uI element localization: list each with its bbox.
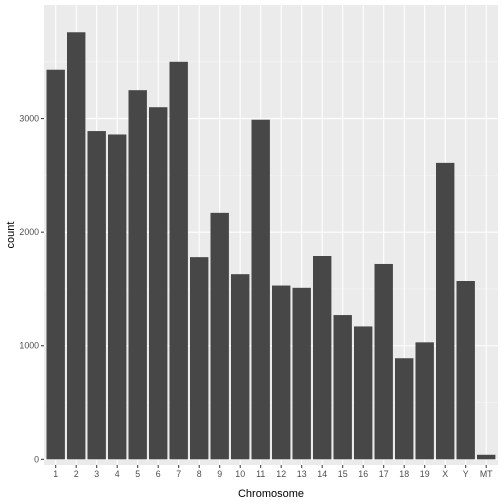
bar	[190, 257, 209, 460]
x-tick-label: 15	[338, 469, 348, 479]
bar	[67, 32, 86, 460]
y-tick-label: 3000	[19, 114, 39, 124]
x-axis: 1 2 3 4 5 6 7 8 9 10 11 12 13 14 15 16 17 18 19 X Y MT	[53, 465, 493, 479]
bar	[231, 274, 250, 460]
bar	[108, 134, 127, 460]
bar	[169, 61, 188, 460]
x-tick-label: 10	[235, 469, 245, 479]
bar	[210, 212, 229, 460]
x-tick-label: 3	[94, 469, 99, 479]
x-tick-label: 9	[217, 469, 222, 479]
bar	[292, 287, 311, 460]
bars	[46, 32, 496, 460]
bar	[46, 69, 65, 460]
y-axis-title: count	[5, 222, 17, 249]
bar	[374, 263, 393, 460]
x-tick-label: Y	[463, 469, 469, 479]
bar	[251, 119, 270, 460]
x-tick-label: 12	[276, 469, 286, 479]
x-tick-label: 5	[135, 469, 140, 479]
x-tick-label: 2	[74, 469, 79, 479]
y-tick-label: 1000	[19, 341, 39, 351]
x-tick-label: MT	[480, 469, 493, 479]
x-tick-label: 6	[156, 469, 161, 479]
x-tick-label: 11	[256, 469, 265, 479]
x-tick-label: 18	[399, 469, 409, 479]
bar	[313, 256, 332, 460]
x-tick-label: 4	[115, 469, 120, 479]
y-tick-label: 0	[34, 454, 39, 464]
bar	[87, 131, 106, 460]
bar	[477, 454, 496, 460]
x-tick-label: 7	[176, 469, 181, 479]
y-tick-label: 2000	[19, 227, 39, 237]
x-tick-label: 19	[420, 469, 430, 479]
x-tick-label: 8	[197, 469, 202, 479]
bar	[272, 285, 291, 460]
bar	[415, 342, 434, 460]
bar	[354, 326, 373, 460]
x-tick-label: 13	[297, 469, 307, 479]
bar	[395, 358, 414, 460]
x-tick-label: 16	[358, 469, 368, 479]
bar	[333, 315, 352, 460]
bar	[456, 281, 475, 460]
x-tick-label: 14	[317, 469, 327, 479]
x-tick-label: X	[442, 469, 448, 479]
y-axis: 0 1000 2000 3000	[19, 114, 44, 464]
bar	[149, 107, 168, 460]
x-tick-label: 17	[379, 469, 389, 479]
x-tick-label: 1	[53, 469, 58, 479]
x-axis-title: Chromosome	[238, 488, 304, 500]
bar	[436, 162, 455, 460]
bar	[128, 90, 147, 460]
